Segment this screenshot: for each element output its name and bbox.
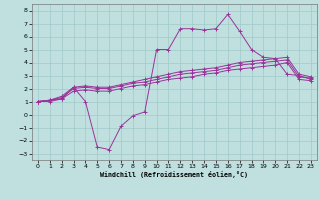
X-axis label: Windchill (Refroidissement éolien,°C): Windchill (Refroidissement éolien,°C) [100,171,248,178]
